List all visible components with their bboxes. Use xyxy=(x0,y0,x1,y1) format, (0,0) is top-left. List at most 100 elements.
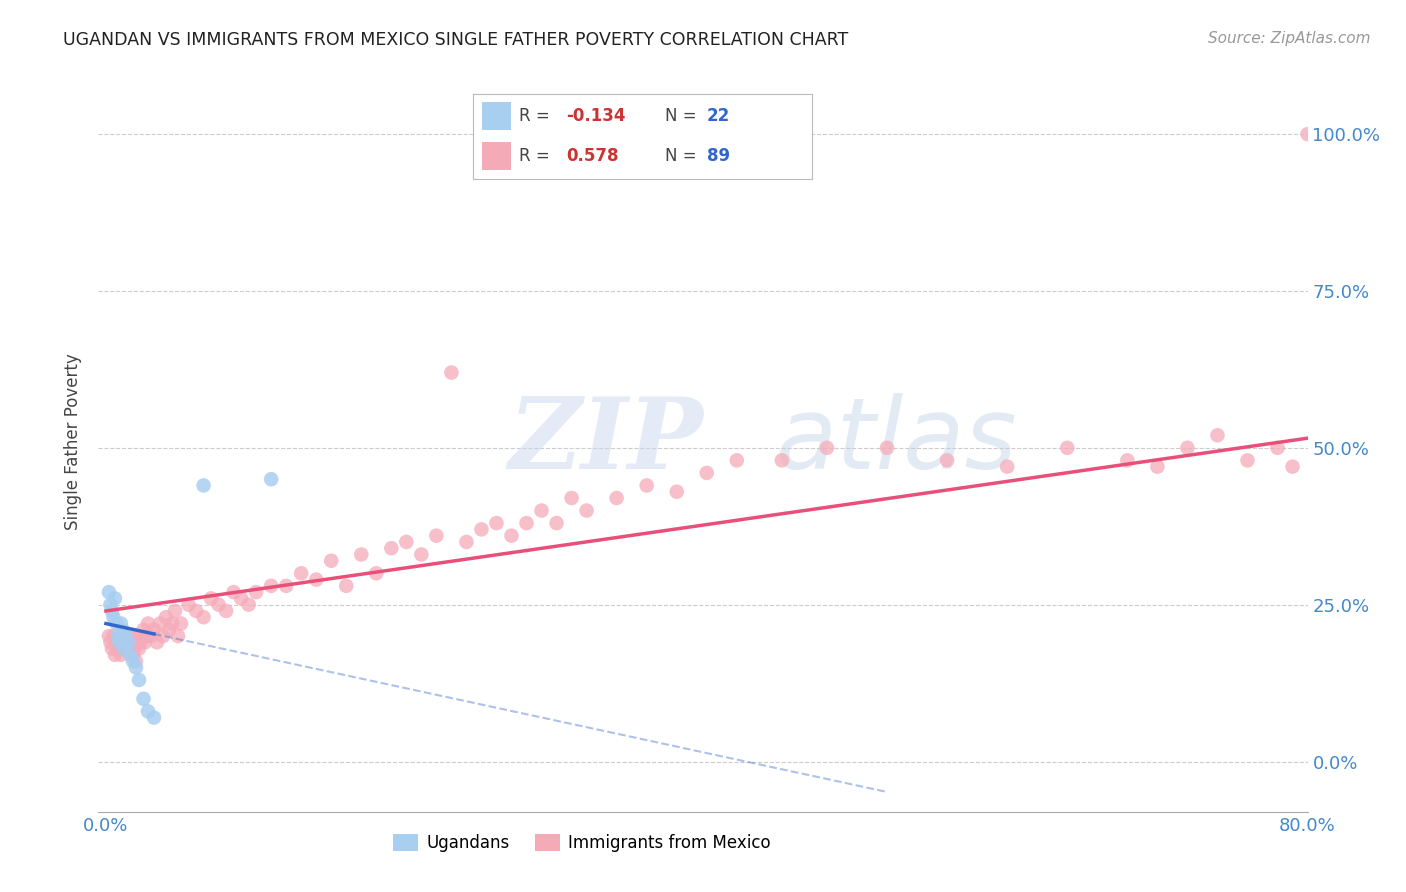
Point xyxy=(215,604,238,618)
Point xyxy=(1296,127,1319,141)
Point xyxy=(245,585,267,599)
Point xyxy=(501,529,523,543)
Point xyxy=(112,641,135,656)
Point xyxy=(117,641,139,656)
Point xyxy=(456,535,478,549)
Point xyxy=(470,522,492,536)
Point xyxy=(305,573,328,587)
Point xyxy=(118,629,141,643)
Point xyxy=(184,604,207,618)
Point xyxy=(815,441,838,455)
Point xyxy=(129,635,152,649)
Point xyxy=(425,529,447,543)
Point xyxy=(1206,428,1229,442)
Point xyxy=(117,635,139,649)
Point xyxy=(152,629,174,643)
Point xyxy=(101,604,124,618)
Point xyxy=(290,566,312,581)
Text: atlas: atlas xyxy=(776,393,1017,490)
Point xyxy=(395,535,418,549)
Point xyxy=(350,548,373,562)
Point xyxy=(725,453,748,467)
Point xyxy=(366,566,388,581)
Point xyxy=(1267,441,1289,455)
Point xyxy=(440,366,463,380)
Point xyxy=(995,459,1018,474)
Point xyxy=(238,598,260,612)
Point xyxy=(125,654,148,668)
Point xyxy=(1146,459,1168,474)
Point xyxy=(111,635,134,649)
Point xyxy=(115,635,138,649)
Point xyxy=(146,635,169,649)
Point xyxy=(157,623,180,637)
Point xyxy=(876,441,898,455)
Point xyxy=(125,660,148,674)
Point xyxy=(160,616,183,631)
Point xyxy=(193,478,215,492)
Point xyxy=(143,710,166,724)
Point xyxy=(114,629,136,643)
Point xyxy=(1116,453,1139,467)
Point xyxy=(606,491,628,505)
Point xyxy=(107,641,129,656)
Point xyxy=(1177,441,1199,455)
Point xyxy=(229,591,252,606)
Point xyxy=(110,616,132,631)
Text: ZIP: ZIP xyxy=(509,393,704,490)
Point xyxy=(103,610,125,624)
Point xyxy=(207,598,229,612)
Point xyxy=(107,629,129,643)
Point xyxy=(335,579,357,593)
Point xyxy=(149,616,172,631)
Point xyxy=(485,516,508,530)
Point xyxy=(110,648,132,662)
Text: Source: ZipAtlas.com: Source: ZipAtlas.com xyxy=(1208,31,1371,46)
Legend: Ugandans, Immigrants from Mexico: Ugandans, Immigrants from Mexico xyxy=(387,828,778,859)
Point xyxy=(132,623,155,637)
Point xyxy=(122,654,145,668)
Point xyxy=(122,648,145,662)
Point xyxy=(134,635,156,649)
Point xyxy=(170,616,193,631)
Point xyxy=(193,610,215,624)
Point xyxy=(163,604,186,618)
Point xyxy=(167,629,190,643)
Point xyxy=(118,648,141,662)
Point xyxy=(105,616,128,631)
Point xyxy=(177,598,200,612)
Point xyxy=(222,585,245,599)
Point xyxy=(276,579,298,593)
Point xyxy=(97,629,120,643)
Point xyxy=(105,635,128,649)
Point xyxy=(104,648,127,662)
Point xyxy=(260,472,283,486)
Point xyxy=(380,541,402,556)
Point xyxy=(515,516,537,530)
Point xyxy=(143,623,166,637)
Point xyxy=(132,691,155,706)
Point xyxy=(411,548,433,562)
Point xyxy=(114,629,136,643)
Point xyxy=(139,629,162,643)
Point xyxy=(124,641,146,656)
Point xyxy=(136,704,159,718)
Point xyxy=(936,453,959,467)
Y-axis label: Single Father Poverty: Single Father Poverty xyxy=(65,353,83,530)
Text: UGANDAN VS IMMIGRANTS FROM MEXICO SINGLE FATHER POVERTY CORRELATION CHART: UGANDAN VS IMMIGRANTS FROM MEXICO SINGLE… xyxy=(63,31,848,49)
Point xyxy=(636,478,658,492)
Point xyxy=(155,610,177,624)
Point xyxy=(100,635,122,649)
Point xyxy=(561,491,583,505)
Point xyxy=(108,635,131,649)
Point xyxy=(127,629,149,643)
Point xyxy=(260,579,283,593)
Point xyxy=(575,503,598,517)
Point xyxy=(136,616,159,631)
Point xyxy=(111,623,134,637)
Point xyxy=(103,629,125,643)
Point xyxy=(1056,441,1078,455)
Point xyxy=(546,516,568,530)
Point xyxy=(101,641,124,656)
Point xyxy=(135,629,157,643)
